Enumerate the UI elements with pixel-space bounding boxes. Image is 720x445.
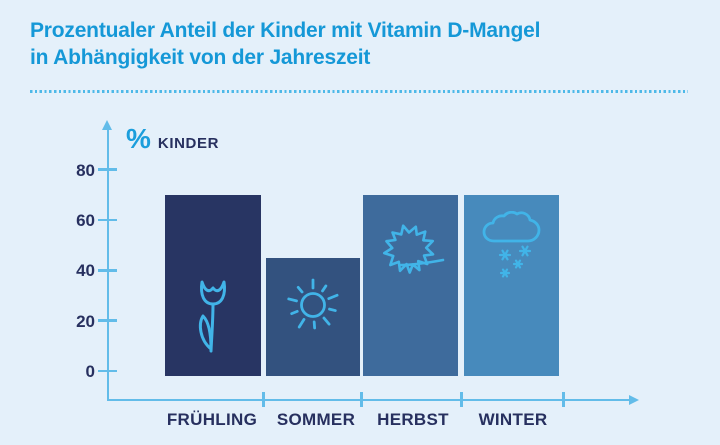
sun-icon xyxy=(287,278,339,330)
x-tick xyxy=(262,392,265,407)
x-category-label-sommer: SOMMER xyxy=(276,410,356,429)
x-category-label-fruehling: FRÜHLING xyxy=(166,410,258,429)
y-axis-arrow-icon xyxy=(102,120,112,130)
percent-symbol: % xyxy=(126,123,151,154)
y-tick xyxy=(98,369,117,373)
x-category-label-herbst: HERBST xyxy=(377,410,449,429)
y-tick-label: 40 xyxy=(76,261,95,281)
x-category-label-winter: WINTER xyxy=(478,410,548,429)
y-axis-unit-label: % KINDER xyxy=(126,123,219,155)
tulip-icon xyxy=(198,280,226,353)
y-tick-label: 60 xyxy=(76,210,95,230)
chart-title-line2: in Abhängigkeit von der Jahreszeit xyxy=(30,46,371,69)
maple-leaf-icon xyxy=(382,224,444,274)
dotted-divider xyxy=(30,90,688,93)
chart-title: Prozentualer Anteil der Kinder mit Vitam… xyxy=(30,17,540,71)
snow-cloud-icon xyxy=(482,210,540,278)
x-tick xyxy=(460,392,463,407)
bar-fruehling xyxy=(165,194,261,376)
y-tick xyxy=(98,269,117,272)
x-tick xyxy=(562,392,565,407)
y-tick xyxy=(98,319,117,322)
x-axis-arrow-icon xyxy=(629,394,639,405)
y-tick-label: 20 xyxy=(76,311,95,331)
chart-title-line1: Prozentualer Anteil der Kinder mit Vitam… xyxy=(30,19,541,42)
kinder-label: KINDER xyxy=(157,135,220,152)
y-tick xyxy=(98,168,117,171)
bar-herbst xyxy=(363,194,458,376)
y-axis xyxy=(106,125,110,400)
y-tick-label: 80 xyxy=(76,160,95,180)
y-tick xyxy=(98,218,117,222)
y-tick-label: 0 xyxy=(85,362,95,382)
bar-sommer xyxy=(266,257,360,376)
bar-winter xyxy=(464,194,559,376)
x-tick xyxy=(360,392,363,407)
x-axis xyxy=(106,398,631,402)
